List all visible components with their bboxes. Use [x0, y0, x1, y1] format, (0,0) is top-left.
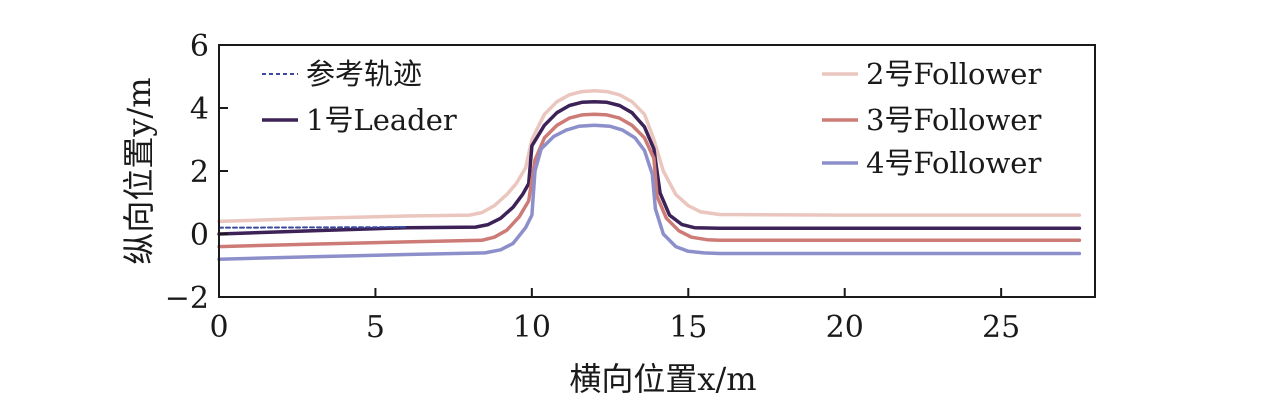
y-axis-label: 纵向位置y/m	[120, 77, 158, 264]
series-line-2	[217, 99, 1082, 236]
legend-label-1: 参考轨迹	[306, 57, 422, 91]
x-tick-label: 5	[366, 310, 385, 345]
x-axis: 0 5 10 15 20 25	[209, 288, 1020, 345]
series-line-5	[217, 123, 1082, 261]
y-axis: −2 0 2 4 6	[165, 29, 228, 316]
series-line-4	[217, 112, 1082, 249]
x-tick-label: 15	[669, 310, 707, 345]
legend-label-5: 4号Follower	[866, 146, 1041, 180]
legend-label-4: 3号Follower	[866, 103, 1041, 137]
x-tick-label: 25	[982, 310, 1020, 345]
y-tick-label: −2	[165, 281, 209, 316]
series-line-1	[218, 226, 408, 229]
series-lines	[217, 88, 1082, 261]
y-tick-label: 0	[190, 218, 209, 253]
x-tick-label: 20	[826, 310, 864, 345]
legend-label-2: 1号Leader	[306, 103, 457, 137]
y-tick-label: 6	[190, 29, 209, 64]
y-tick-label: 2	[190, 155, 209, 190]
legend-label-3: 2号Follower	[866, 57, 1041, 91]
legend: 参考轨迹 1号Leader 2号Follower 3号Follower 4号Follow…	[262, 57, 1041, 180]
x-axis-label: 横向位置x/m	[569, 360, 756, 398]
y-tick-label: 4	[190, 92, 209, 127]
x-tick-label: 0	[209, 310, 228, 345]
series-line-3	[217, 88, 1082, 224]
x-tick-label: 10	[513, 310, 551, 345]
